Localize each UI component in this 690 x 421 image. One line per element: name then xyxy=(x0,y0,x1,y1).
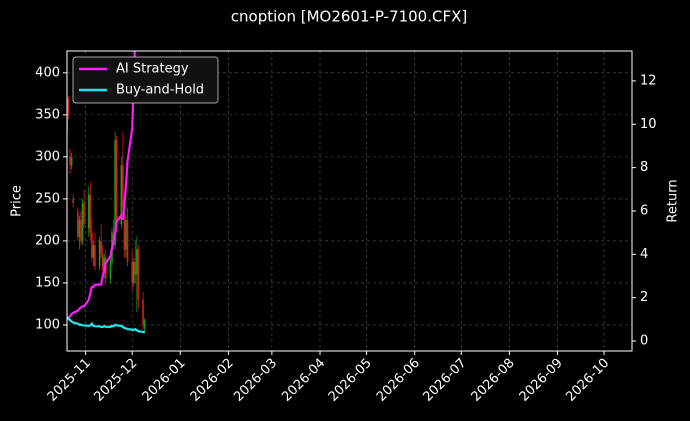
y2-tick-label: 2 xyxy=(640,290,648,305)
plot-frame xyxy=(66,50,633,352)
legend-label: Buy-and-Hold xyxy=(116,83,204,98)
y2-axis-label: Return xyxy=(666,179,681,222)
y2-tick-label: 0 xyxy=(640,334,648,349)
candle-body xyxy=(81,203,84,241)
candle-body xyxy=(98,240,101,267)
y-tick-label: 150 xyxy=(35,275,60,290)
candle-body xyxy=(72,198,75,204)
line-series xyxy=(67,316,145,334)
candle-body xyxy=(80,219,82,241)
chart-title: cnoption [MO2601-P-7100.CFX] xyxy=(231,8,467,26)
candle-body xyxy=(125,219,127,250)
y2-tick-label: 10 xyxy=(640,117,657,132)
y2-tick-label: 12 xyxy=(640,73,657,88)
y-tick-label: 200 xyxy=(35,233,60,248)
candle-body xyxy=(89,194,92,233)
candle-body xyxy=(143,320,146,330)
y-tick-label: 400 xyxy=(35,65,60,80)
legend-box xyxy=(72,56,219,104)
candle-body xyxy=(100,240,102,254)
candle-body xyxy=(114,140,116,246)
candle-body xyxy=(134,261,137,275)
y2-tick-label: 4 xyxy=(640,247,648,262)
legend-label: AI Strategy xyxy=(116,62,189,77)
candle-body xyxy=(91,232,93,258)
y2-tick-label: 8 xyxy=(640,160,648,175)
candle-body xyxy=(92,245,95,258)
candle-body xyxy=(94,245,96,267)
candle-body xyxy=(137,249,140,300)
y-tick-label: 350 xyxy=(35,107,60,122)
y-tick-label: 250 xyxy=(35,191,60,206)
candle-body xyxy=(103,257,106,271)
y-tick-label: 300 xyxy=(35,149,60,164)
candle-body xyxy=(126,219,129,262)
candle-body xyxy=(83,203,85,225)
candle-body xyxy=(131,261,133,283)
y2-tick-label: 6 xyxy=(640,203,648,218)
candle-body xyxy=(109,261,112,279)
candle-body xyxy=(77,211,79,237)
candle-body xyxy=(67,98,70,115)
y-axis-label: Price xyxy=(10,185,25,217)
candle-body xyxy=(136,249,138,275)
candle-body xyxy=(115,140,118,225)
line-series xyxy=(67,51,136,321)
candle-body xyxy=(132,261,135,283)
candle-body xyxy=(101,253,104,271)
candle-body xyxy=(120,165,123,225)
candle-body xyxy=(78,219,81,237)
candle-body xyxy=(122,165,124,208)
candle-body xyxy=(87,194,90,229)
candle-body xyxy=(142,299,144,325)
y-tick-label: 100 xyxy=(35,317,60,332)
candle-body xyxy=(70,156,73,166)
candle-body xyxy=(69,156,71,166)
plot-area xyxy=(67,51,146,334)
candle-body xyxy=(123,207,126,250)
